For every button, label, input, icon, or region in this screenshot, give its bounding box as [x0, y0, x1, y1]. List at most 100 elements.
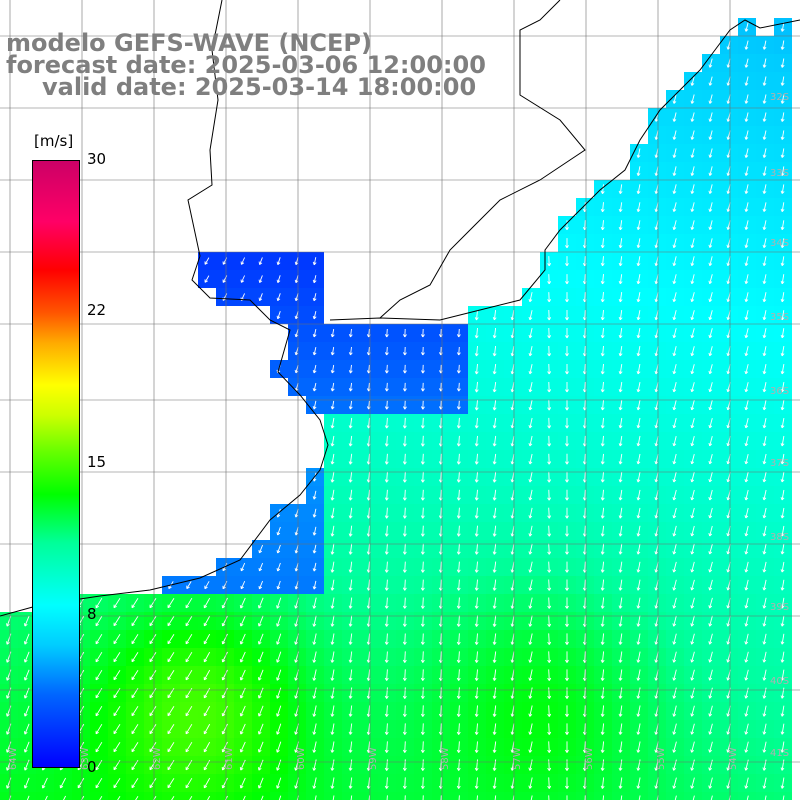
wind-arrow: [690, 579, 695, 591]
wind-arrow: [600, 525, 605, 537]
wind-arrow: [636, 166, 641, 176]
wind-arrow: [492, 507, 497, 519]
wind-arrow: [618, 256, 623, 267]
wind-arrow: [547, 741, 552, 753]
colorbar-scale: [32, 160, 80, 768]
wind-arrow: [708, 94, 713, 104]
wind-arrow: [690, 777, 695, 789]
latitude-label: 39S: [770, 602, 789, 613]
wind-arrow: [780, 148, 785, 158]
wind-arrow: [348, 453, 353, 465]
wind-arrow: [618, 507, 623, 519]
wind-arrow: [492, 417, 497, 429]
wind-arrow: [690, 399, 695, 411]
wind-arrow: [690, 310, 695, 321]
wind-arrow: [690, 94, 695, 104]
wind-arrow: [239, 687, 246, 699]
wind-arrow: [565, 310, 569, 321]
wind-arrow: [258, 275, 263, 283]
wind-arrow: [257, 777, 264, 789]
wind-speed-cell: [630, 792, 648, 800]
wind-arrow: [330, 759, 335, 771]
wind-arrow: [780, 471, 785, 483]
wind-arrow: [420, 489, 425, 501]
wind-arrow: [113, 706, 121, 717]
wind-arrow: [672, 292, 677, 303]
wind-arrow: [762, 148, 767, 158]
wind-arrow: [456, 400, 461, 410]
wind-arrow: [636, 705, 641, 717]
wind-arrow: [547, 651, 552, 663]
wind-arrow: [492, 777, 497, 789]
wind-arrow: [780, 22, 785, 32]
wind-arrow: [708, 633, 713, 645]
wind-arrow: [565, 471, 569, 483]
wind-arrow: [185, 597, 193, 609]
colorbar-tick-8: 8: [87, 605, 97, 623]
wind-arrow: [600, 238, 605, 249]
wind-arrow: [762, 633, 767, 645]
wind-arrow: [547, 345, 552, 357]
wind-speed-cell: [144, 792, 162, 800]
wind-arrow: [312, 687, 317, 699]
wind-arrow: [600, 453, 605, 465]
wind-arrow: [565, 669, 569, 681]
wind-arrow: [512, 795, 515, 800]
wind-arrow: [149, 724, 157, 735]
wind-arrow: [276, 293, 281, 302]
wind-arrow: [402, 507, 407, 519]
wind-arrow: [762, 615, 767, 627]
wind-arrow: [240, 581, 246, 590]
wind-arrow: [744, 346, 749, 357]
wind-arrow: [744, 202, 749, 212]
wind-arrow: [312, 544, 317, 554]
wind-arrow: [708, 489, 713, 501]
wind-arrow: [403, 346, 407, 356]
wind-arrow: [131, 634, 139, 645]
wind-arrow: [330, 669, 335, 681]
wind-arrow: [456, 543, 461, 555]
wind-arrow: [492, 399, 497, 411]
wind-arrow: [492, 471, 497, 483]
latitude-label: 38S: [770, 532, 789, 543]
wind-arrow: [762, 112, 767, 122]
wind-arrow: [422, 795, 424, 800]
wind-arrow: [744, 184, 749, 194]
wind-arrow: [239, 651, 246, 663]
wind-arrow: [278, 795, 282, 800]
wind-arrow: [402, 453, 407, 465]
wind-arrow: [95, 777, 103, 789]
wind-arrow: [672, 741, 677, 753]
wind-arrow: [59, 777, 66, 789]
wind-arrow: [456, 579, 461, 591]
wind-arrow: [780, 597, 785, 609]
wind-arrow: [456, 669, 461, 681]
wind-arrow: [476, 795, 478, 800]
wind-arrow: [257, 741, 264, 753]
wind-arrow: [149, 598, 157, 609]
wind-arrow: [620, 795, 623, 800]
wind-arrow: [672, 525, 677, 537]
wind-arrow: [384, 507, 389, 519]
wind-arrow: [330, 597, 335, 609]
wind-arrow: [636, 148, 641, 158]
longitude-label: 57W: [512, 747, 523, 770]
wind-arrow: [744, 759, 749, 771]
wind-arrow: [566, 795, 568, 800]
wind-arrow: [636, 328, 641, 339]
wind-arrow: [95, 615, 103, 627]
wind-arrow: [528, 364, 533, 375]
wind-arrow: [708, 202, 713, 212]
wind-arrow: [744, 615, 749, 627]
wind-arrow: [530, 795, 533, 800]
wind-arrow: [312, 275, 317, 284]
wind-arrow: [762, 238, 767, 249]
wind-arrow: [240, 275, 246, 283]
wind-arrow: [384, 435, 389, 447]
wind-speed-cell: [522, 792, 540, 800]
wind-arrow: [348, 543, 353, 555]
wind-arrow: [276, 311, 281, 320]
wind-arrow: [203, 705, 211, 717]
wind-arrow: [492, 759, 497, 771]
wind-arrow: [312, 777, 317, 789]
